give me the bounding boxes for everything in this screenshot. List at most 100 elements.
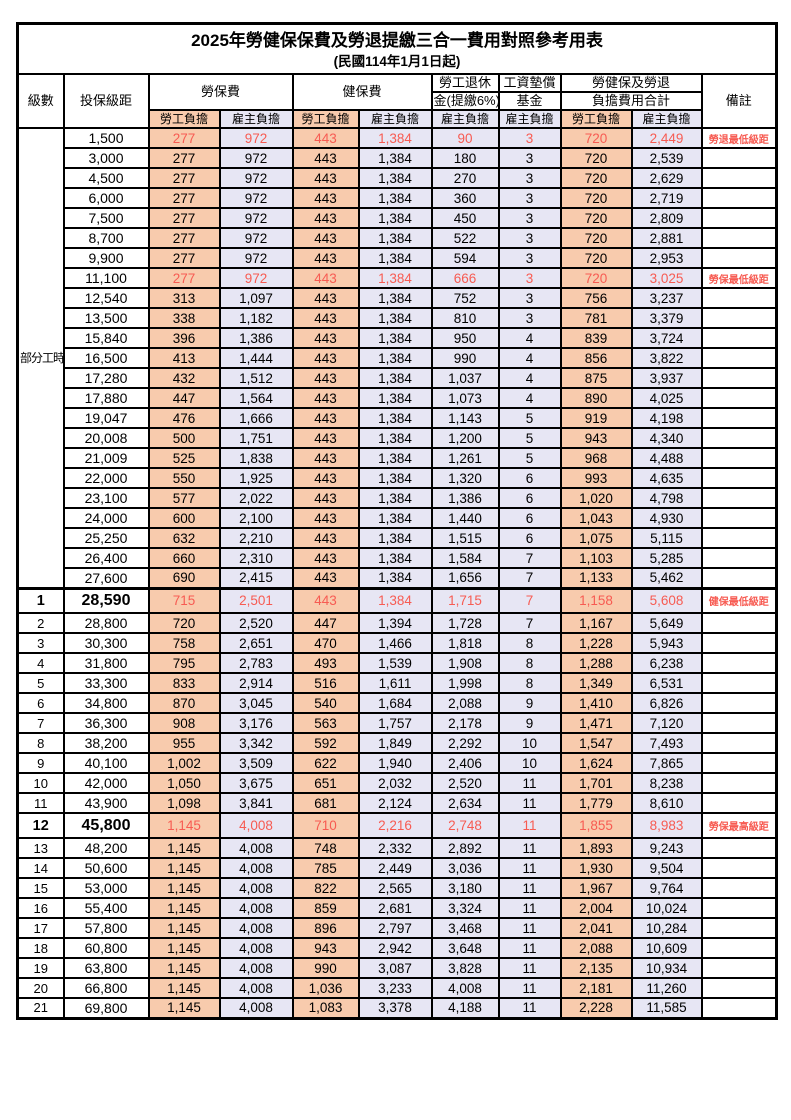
labor-employer-cell: 4,008 bbox=[218, 812, 294, 839]
level-cell: 7 bbox=[16, 712, 65, 734]
total-employer-cell: 9,504 bbox=[630, 857, 703, 879]
total-employer-cell: 11,260 bbox=[630, 977, 703, 999]
health-employer-cell: 1,384 bbox=[357, 187, 433, 209]
wage-fund-cell: 6 bbox=[497, 507, 562, 529]
wage-fund-cell: 4 bbox=[497, 327, 562, 349]
bracket-cell: 48,200 bbox=[62, 837, 150, 859]
level-cell: 部分工時 bbox=[16, 127, 65, 589]
bracket-cell: 8,700 bbox=[62, 227, 150, 249]
labor-employer-cell: 1,386 bbox=[218, 327, 294, 349]
total-employee-cell: 720 bbox=[559, 267, 633, 289]
labor-employer-cell: 972 bbox=[218, 227, 294, 249]
remark-cell bbox=[700, 997, 778, 1019]
wage-fund-cell: 3 bbox=[497, 267, 562, 289]
labor-employer-cell: 4,008 bbox=[218, 937, 294, 959]
total-employee-cell: 781 bbox=[559, 307, 633, 329]
health-employer-cell: 2,565 bbox=[357, 877, 433, 899]
level-cell: 10 bbox=[16, 772, 65, 794]
labor-employee-cell: 1,145 bbox=[147, 977, 221, 999]
table-row: 17,280 432 1,512 443 1,384 1,037 4 875 3… bbox=[18, 367, 778, 389]
labor-employer-cell: 4,008 bbox=[218, 897, 294, 919]
table-row: 8 38,200 955 3,342 592 1,849 2,292 10 1,… bbox=[16, 732, 778, 754]
level-cell: 17 bbox=[16, 917, 65, 939]
health-employer-cell: 1,384 bbox=[357, 167, 433, 189]
title-row: 2025年勞健保保費及勞退提繳三合一費用對照參考用表 (民國114年1月1日起) bbox=[16, 22, 778, 75]
health-employer-cell: 2,332 bbox=[357, 837, 433, 859]
total-employer-cell: 8,610 bbox=[630, 792, 703, 814]
table-row: 16 55,400 1,145 4,008 859 2,681 3,324 11… bbox=[16, 897, 778, 919]
wage-fund-cell: 11 bbox=[497, 837, 562, 859]
labor-employee-cell: 577 bbox=[147, 487, 221, 509]
table-row: 11,100 277 972 443 1,384 666 3 720 3,025… bbox=[18, 267, 778, 289]
labor-employee-cell: 277 bbox=[147, 227, 221, 249]
pension-cell: 90 bbox=[430, 127, 500, 149]
bracket-cell: 12,540 bbox=[62, 287, 150, 309]
labor-employer-cell: 4,008 bbox=[218, 997, 294, 1019]
table-body: 部分工時 1,500 277 972 443 1,384 90 3 720 2,… bbox=[16, 127, 778, 1019]
table-row: 19 63,800 1,145 4,008 990 3,087 3,828 11… bbox=[16, 957, 778, 979]
col-header-health-insurance: 健保費 bbox=[291, 72, 433, 111]
total-employee-cell: 2,088 bbox=[559, 937, 633, 959]
labor-employer-cell: 972 bbox=[218, 147, 294, 169]
level-cell: 9 bbox=[16, 752, 65, 774]
pension-cell: 3,468 bbox=[430, 917, 500, 939]
total-employer-cell: 4,930 bbox=[630, 507, 703, 529]
remark-cell bbox=[700, 167, 778, 189]
labor-employer-cell: 1,751 bbox=[218, 427, 294, 449]
total-employer-cell: 5,943 bbox=[630, 632, 703, 654]
health-employee-cell: 443 bbox=[291, 586, 360, 614]
total-employee-cell: 1,967 bbox=[559, 877, 633, 899]
health-employer-cell: 1,384 bbox=[357, 207, 433, 229]
level-cell: 5 bbox=[16, 672, 65, 694]
total-employer-cell: 9,243 bbox=[630, 837, 703, 859]
total-employer-cell: 7,493 bbox=[630, 732, 703, 754]
wage-fund-cell: 11 bbox=[497, 812, 562, 839]
bracket-cell: 53,000 bbox=[62, 877, 150, 899]
col-header-total-line1: 勞健保及勞退 bbox=[559, 72, 703, 93]
health-employee-cell: 443 bbox=[291, 187, 360, 209]
wage-fund-cell: 6 bbox=[497, 527, 562, 549]
bracket-cell: 25,250 bbox=[62, 527, 150, 549]
bracket-cell: 43,900 bbox=[62, 792, 150, 814]
total-employee-cell: 1,075 bbox=[559, 527, 633, 549]
remark-cell bbox=[700, 692, 778, 714]
labor-employer-cell: 4,008 bbox=[218, 857, 294, 879]
labor-employee-cell: 795 bbox=[147, 652, 221, 674]
header-row-3: 勞工負擔 雇主負擔 勞工負擔 雇主負擔 雇主負擔 雇主負擔 勞工負擔 雇主負擔 bbox=[18, 109, 777, 129]
remark-cell bbox=[700, 427, 778, 449]
table-row: 11 43,900 1,098 3,841 681 2,124 2,634 11… bbox=[16, 792, 778, 814]
labor-employee-cell: 955 bbox=[147, 732, 221, 754]
health-employee-cell: 443 bbox=[291, 567, 360, 589]
wage-fund-cell: 7 bbox=[497, 612, 562, 634]
bracket-cell: 45,800 bbox=[62, 812, 150, 839]
remark-cell bbox=[700, 612, 778, 634]
total-employee-cell: 2,004 bbox=[559, 897, 633, 919]
level-cell: 20 bbox=[16, 977, 65, 999]
remark-cell: 健保最低級距 bbox=[700, 586, 778, 614]
table-row: 17 57,800 1,145 4,008 896 2,797 3,468 11… bbox=[16, 917, 778, 939]
health-employee-cell: 470 bbox=[291, 632, 360, 654]
labor-employee-cell: 1,145 bbox=[147, 997, 221, 1019]
pension-cell: 522 bbox=[430, 227, 500, 249]
wage-fund-cell: 10 bbox=[497, 752, 562, 774]
total-employer-cell: 2,719 bbox=[630, 187, 703, 209]
level-cell: 19 bbox=[16, 957, 65, 979]
labor-employee-cell: 870 bbox=[147, 692, 221, 714]
total-employer-cell: 11,585 bbox=[630, 997, 703, 1019]
health-employee-cell: 943 bbox=[291, 937, 360, 959]
table-row: 3,000 277 972 443 1,384 180 3 720 2,539 bbox=[18, 147, 778, 169]
wage-fund-cell: 11 bbox=[497, 977, 562, 999]
page-title: 2025年勞健保保費及勞退提繳三合一費用對照參考用表 bbox=[191, 31, 603, 51]
pension-cell: 180 bbox=[430, 147, 500, 169]
total-employer-cell: 4,198 bbox=[630, 407, 703, 429]
title-cell: 2025年勞健保保費及勞退提繳三合一費用對照參考用表 (民國114年1月1日起) bbox=[16, 22, 778, 75]
subheader-labor-employer: 雇主負擔 bbox=[218, 109, 294, 129]
total-employer-cell: 3,237 bbox=[630, 287, 703, 309]
remark-cell bbox=[700, 792, 778, 814]
health-employer-cell: 1,384 bbox=[357, 427, 433, 449]
bracket-cell: 17,280 bbox=[62, 367, 150, 389]
pension-cell: 3,036 bbox=[430, 857, 500, 879]
remark-cell bbox=[700, 567, 778, 589]
health-employer-cell: 2,681 bbox=[357, 897, 433, 919]
table-row: 26,400 660 2,310 443 1,384 1,584 7 1,103… bbox=[18, 547, 778, 569]
